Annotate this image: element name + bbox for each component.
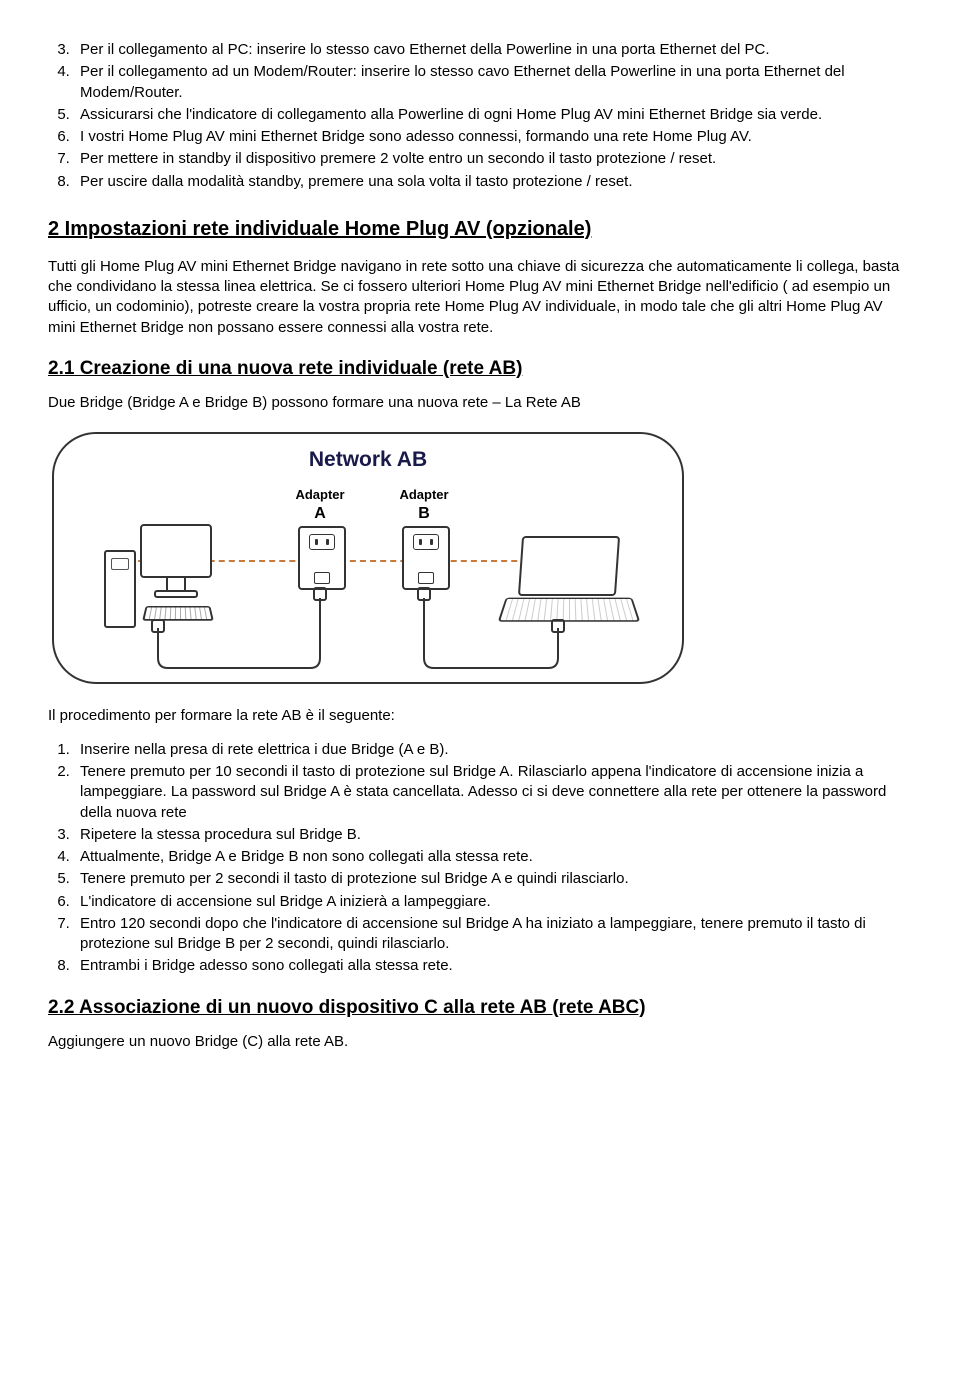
list-item: Per il collegamento ad un Modem/Router: … <box>74 62 912 103</box>
section-21-after-diagram: Il procedimento per formare la rete AB è… <box>48 706 912 726</box>
ethernet-cables <box>48 428 688 688</box>
section-2-heading: 2 Impostazioni rete individuale Home Plu… <box>48 216 912 243</box>
list-item: Entro 120 secondi dopo che l'indicatore … <box>74 914 912 955</box>
section-2-paragraph: Tutti gli Home Plug AV mini Ethernet Bri… <box>48 257 912 338</box>
section-22-intro: Aggiungere un nuovo Bridge (C) alla rete… <box>48 1032 912 1052</box>
list-item: Assicurarsi che l'indicatore di collegam… <box>74 105 912 125</box>
list-item: Tenere premuto per 10 secondi il tasto d… <box>74 762 912 823</box>
instruction-list-continued: Per il collegamento al PC: inserire lo s… <box>48 40 912 192</box>
section-21-heading: 2.1 Creazione di una nuova rete individu… <box>48 356 912 382</box>
section-22-heading: 2.2 Associazione di un nuovo dispositivo… <box>48 995 912 1021</box>
list-item: Attualmente, Bridge A e Bridge B non son… <box>74 847 912 867</box>
list-item: L'indicatore di accensione sul Bridge A … <box>74 892 912 912</box>
list-item: Entrambi i Bridge adesso sono collegati … <box>74 956 912 976</box>
list-item: Ripetere la stessa procedura sul Bridge … <box>74 825 912 845</box>
list-item: Tenere premuto per 2 secondi il tasto di… <box>74 869 912 889</box>
list-item: Inserire nella presa di rete elettrica i… <box>74 740 912 760</box>
network-ab-diagram: Network AB Adapter A Adapter B <box>48 428 688 688</box>
section-21-intro: Due Bridge (Bridge A e Bridge B) possono… <box>48 393 912 413</box>
list-item: I vostri Home Plug AV mini Ethernet Brid… <box>74 127 912 147</box>
list-item: Per mettere in standby il dispositivo pr… <box>74 149 912 169</box>
list-item: Per il collegamento al PC: inserire lo s… <box>74 40 912 60</box>
section-21-steps: Inserire nella presa di rete elettrica i… <box>48 740 912 977</box>
list-item: Per uscire dalla modalità standby, preme… <box>74 172 912 192</box>
